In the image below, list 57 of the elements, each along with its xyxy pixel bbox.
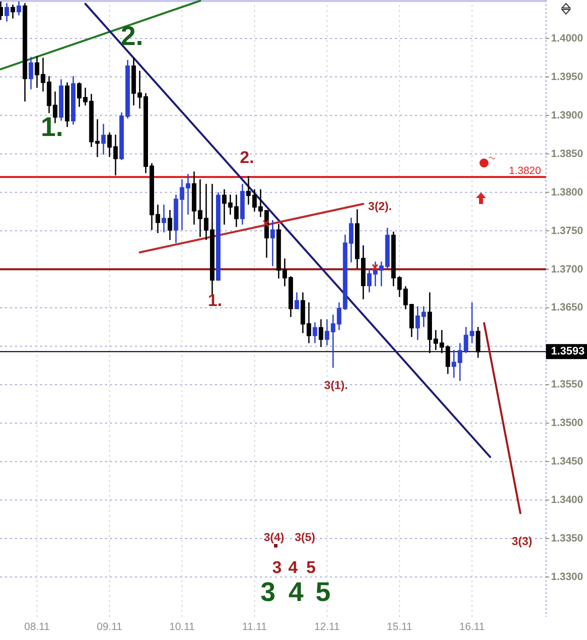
y-tick-label: 1.3950 xyxy=(551,70,584,83)
annotation: 3 xyxy=(260,577,276,607)
candlestick xyxy=(101,123,106,156)
annotation: 3(2). xyxy=(368,201,392,213)
y-tick-label: 1.3750 xyxy=(551,224,584,237)
annotation: 3(3) xyxy=(512,536,532,548)
x-tick-label: 12.11 xyxy=(314,621,340,633)
y-tick-label: 1.4000 xyxy=(551,32,584,44)
candlestick xyxy=(162,204,166,233)
ref-line-label: 1.3593 xyxy=(551,346,585,358)
candlestick xyxy=(294,292,300,310)
annotation: 2. xyxy=(120,21,144,51)
ref-line-label: 1.3820 xyxy=(508,164,542,177)
candlestick xyxy=(16,0,22,16)
candlestick xyxy=(10,4,16,20)
candlestick xyxy=(4,2,10,22)
annotation: 3(5) xyxy=(294,532,316,544)
candlestick xyxy=(318,318,324,348)
candlestick xyxy=(168,209,172,241)
y-tick-label: 1.3300 xyxy=(551,570,584,583)
y-tick-label: 1.3700 xyxy=(551,263,584,276)
y-tick-label: 1.3500 xyxy=(551,417,584,430)
y-tick-label: 1.3450 xyxy=(551,456,584,468)
annotation: 4 xyxy=(288,577,304,607)
y-tick-label: 1.3650 xyxy=(551,302,584,314)
x-tick-label: 08.11 xyxy=(24,621,50,633)
y-tick-label: 1.3800 xyxy=(551,186,584,198)
annotation: 5 xyxy=(315,577,331,607)
x-tick-label: 09.11 xyxy=(96,621,122,633)
x-tick-label: 11.11 xyxy=(242,621,268,633)
x-tick-label: 10.11 xyxy=(169,621,195,633)
candlestick xyxy=(312,322,318,344)
annotation: 3 xyxy=(272,558,282,576)
annotation: 3(1). xyxy=(324,380,348,392)
candlestick xyxy=(64,82,70,128)
candlestick xyxy=(270,219,275,267)
candlestick xyxy=(470,302,474,344)
candlestick xyxy=(174,194,178,244)
annotation: 1. xyxy=(208,290,222,310)
candlestick xyxy=(28,56,34,90)
candlestick xyxy=(71,76,76,126)
candlestick xyxy=(391,230,396,287)
candlestick xyxy=(22,2,28,102)
annotation: 4 xyxy=(288,558,298,576)
annotation: 3(4) xyxy=(264,532,284,544)
y-tick-label: 1.3350 xyxy=(551,532,584,545)
y-tick-label: 1.3400 xyxy=(551,494,584,506)
y-tick-label: 1.3550 xyxy=(551,378,584,391)
annotation: 1. xyxy=(40,112,64,142)
candlestick xyxy=(246,176,251,206)
y-tick-label: 1.3850 xyxy=(551,148,584,160)
annotation: 2. xyxy=(240,148,254,166)
y-tick-label: 1.3900 xyxy=(551,109,584,122)
x-tick-label: 16.11 xyxy=(459,621,485,633)
annotation: 5 xyxy=(306,558,316,576)
candlestick xyxy=(240,183,245,226)
x-tick-label: 15.11 xyxy=(386,621,412,633)
